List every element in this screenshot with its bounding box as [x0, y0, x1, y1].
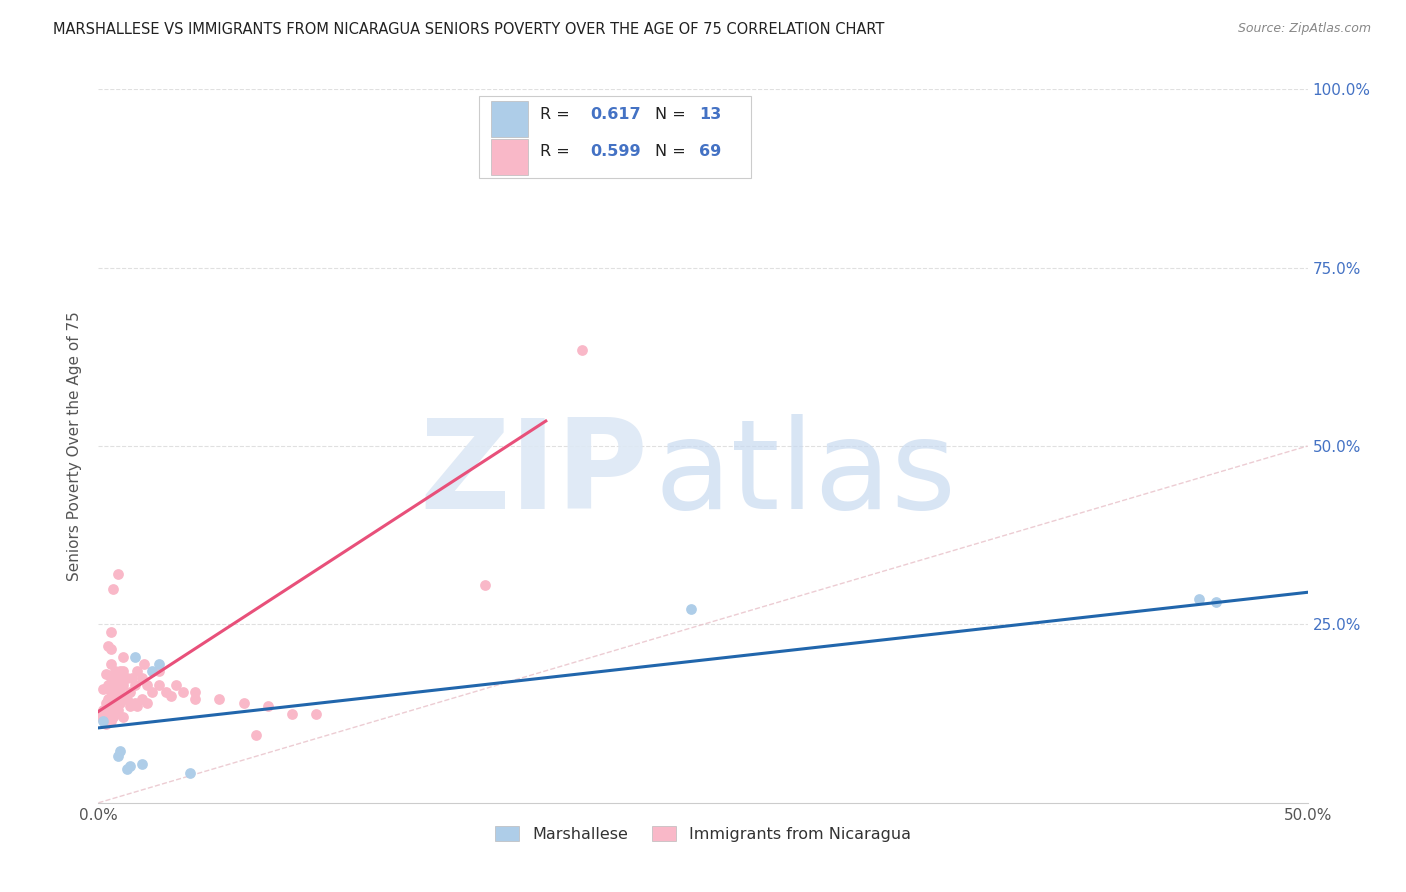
Text: 0.617: 0.617: [591, 106, 641, 121]
Point: [245, 728, 267, 742]
Point: [131, 671, 153, 685]
Point: [107, 749, 129, 764]
Point: [124, 696, 146, 710]
Point: [118, 699, 141, 714]
Point: [100, 714, 122, 728]
Point: [131, 756, 153, 771]
Point: [100, 685, 122, 699]
Point: [117, 671, 139, 685]
Point: [148, 678, 170, 692]
Point: [108, 744, 131, 758]
Point: [571, 343, 593, 357]
Point: [111, 692, 134, 706]
Point: [101, 685, 124, 699]
Point: [124, 649, 146, 664]
Point: [135, 678, 157, 692]
Point: [97, 639, 120, 653]
Point: [100, 642, 122, 657]
Point: [107, 689, 129, 703]
Text: R =: R =: [540, 106, 575, 121]
Point: [91, 714, 114, 728]
Point: [111, 710, 134, 724]
Point: [117, 762, 139, 776]
Point: [111, 649, 134, 664]
Text: MARSHALLESE VS IMMIGRANTS FROM NICARAGUA SENIORS POVERTY OVER THE AGE OF 75 CORR: MARSHALLESE VS IMMIGRANTS FROM NICARAGUA…: [53, 22, 884, 37]
Legend: Marshallese, Immigrants from Nicaragua: Marshallese, Immigrants from Nicaragua: [489, 820, 917, 848]
Point: [679, 601, 702, 615]
Text: 69: 69: [699, 145, 721, 160]
Point: [101, 710, 124, 724]
Point: [117, 692, 139, 706]
Point: [94, 696, 117, 710]
Point: [256, 699, 278, 714]
Text: N =: N =: [655, 145, 690, 160]
Point: [104, 678, 127, 692]
Text: 13: 13: [699, 106, 721, 121]
Point: [121, 671, 143, 685]
Point: [232, 696, 254, 710]
Y-axis label: Seniors Poverty Over the Age of 75: Seniors Poverty Over the Age of 75: [67, 311, 83, 581]
Point: [184, 692, 207, 706]
Point: [124, 678, 146, 692]
Text: Source: ZipAtlas.com: Source: ZipAtlas.com: [1237, 22, 1371, 36]
Point: [281, 706, 304, 721]
Text: atlas: atlas: [655, 414, 956, 535]
Point: [111, 664, 134, 678]
Point: [108, 664, 131, 678]
Point: [127, 699, 149, 714]
FancyBboxPatch shape: [492, 139, 527, 175]
Point: [165, 678, 187, 692]
Point: [108, 696, 131, 710]
Point: [184, 685, 207, 699]
Point: [94, 717, 117, 731]
Point: [107, 671, 129, 685]
Point: [104, 706, 127, 721]
Point: [141, 685, 163, 699]
Point: [127, 664, 149, 678]
Point: [100, 671, 122, 685]
Point: [101, 582, 124, 596]
Text: ZIP: ZIP: [420, 414, 648, 535]
Point: [97, 710, 120, 724]
Point: [208, 692, 231, 706]
Point: [148, 657, 170, 671]
Point: [148, 664, 170, 678]
Point: [97, 678, 120, 692]
Point: [107, 703, 129, 717]
Text: 0.599: 0.599: [591, 145, 641, 160]
Point: [100, 703, 122, 717]
Point: [91, 703, 114, 717]
Point: [118, 685, 141, 699]
Point: [474, 578, 496, 592]
Point: [97, 692, 120, 706]
Point: [305, 706, 328, 721]
Point: [90, 710, 112, 724]
Point: [172, 685, 194, 699]
Point: [155, 685, 177, 699]
FancyBboxPatch shape: [479, 96, 751, 178]
Point: [108, 681, 131, 696]
Point: [1188, 592, 1211, 607]
Point: [91, 681, 114, 696]
Point: [94, 667, 117, 681]
Point: [131, 692, 153, 706]
Point: [107, 567, 129, 582]
FancyBboxPatch shape: [492, 101, 527, 136]
Point: [1205, 594, 1227, 608]
Point: [135, 696, 157, 710]
Point: [134, 657, 156, 671]
Point: [100, 657, 122, 671]
Point: [100, 624, 122, 639]
Text: N =: N =: [655, 106, 690, 121]
Point: [111, 678, 134, 692]
Point: [101, 671, 124, 685]
Point: [179, 765, 201, 780]
Point: [141, 664, 163, 678]
Point: [104, 692, 127, 706]
Point: [101, 699, 124, 714]
Point: [160, 689, 183, 703]
Point: [104, 664, 127, 678]
Point: [118, 758, 141, 772]
Text: R =: R =: [540, 145, 575, 160]
